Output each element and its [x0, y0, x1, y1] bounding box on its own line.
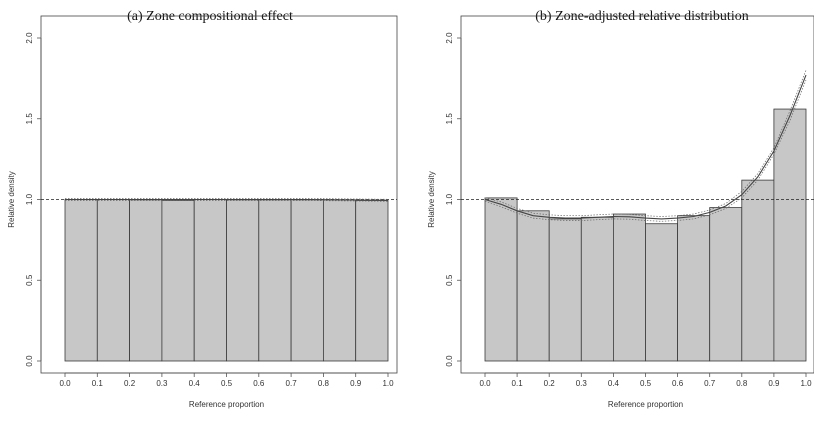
- x-tick-label: 0.1: [92, 379, 104, 388]
- histogram-bar: [226, 199, 260, 362]
- histogram-bar: [645, 223, 678, 362]
- x-tick-label: 0.8: [318, 379, 330, 388]
- x-tick-label: 0.6: [672, 379, 684, 388]
- x-tick-label: 0.9: [350, 379, 362, 388]
- x-axis-title: Reference proportion: [189, 400, 264, 409]
- x-tick-label: 0.9: [768, 379, 780, 388]
- histogram-bar: [193, 199, 227, 362]
- histogram-bar: [290, 199, 324, 362]
- histogram-bar: [773, 108, 807, 362]
- x-tick-label: 0.2: [544, 379, 556, 388]
- y-tick-label: 0.0: [445, 355, 454, 367]
- y-tick-label: 2.0: [25, 32, 34, 44]
- y-tick-label: 0.0: [25, 355, 34, 367]
- x-tick-label: 0.3: [576, 379, 588, 388]
- y-axis-title: Relative density: [427, 171, 436, 227]
- histogram-bar: [64, 199, 98, 362]
- histogram-bar: [96, 199, 131, 362]
- histogram-bar: [161, 200, 195, 362]
- x-tick-label: 0.8: [736, 379, 748, 388]
- histogram-bar: [258, 199, 292, 362]
- x-tick-label: 0.0: [59, 379, 71, 388]
- y-tick-label: 0.5: [445, 274, 454, 286]
- y-tick-label: 1.0: [445, 193, 454, 205]
- histogram-bar: [580, 216, 614, 362]
- histogram-bar: [484, 197, 518, 362]
- x-tick-label: 0.6: [253, 379, 265, 388]
- histogram-bar: [741, 179, 775, 362]
- histogram-bar: [548, 218, 582, 362]
- panel-b: (b) Zone-adjusted relative distribution 0…: [427, 9, 814, 409]
- x-tick-label: 0.0: [479, 379, 491, 388]
- upper-confidence-band: [484, 70, 807, 217]
- x-tick-label: 0.7: [286, 379, 298, 388]
- x-axis-title: Reference proportion: [608, 400, 683, 409]
- x-tick-label: 0.4: [608, 379, 620, 388]
- x-tick-label: 0.2: [124, 379, 136, 388]
- x-tick-label: 0.5: [640, 379, 652, 388]
- histogram-bar: [709, 207, 743, 362]
- y-axis-title: Relative density: [7, 171, 16, 227]
- histogram-bar: [129, 199, 163, 362]
- x-tick-label: 0.5: [221, 379, 233, 388]
- x-tick-label: 0.4: [189, 379, 201, 388]
- x-tick-label: 0.7: [704, 379, 716, 388]
- y-tick-label: 2.0: [445, 32, 454, 44]
- y-tick-label: 1.5: [25, 113, 34, 125]
- smoothed-density-line: [65, 198, 389, 201]
- y-tick-label: 1.0: [25, 193, 34, 205]
- plot-frame: [40, 15, 398, 374]
- y-tick-label: 1.5: [445, 113, 454, 125]
- x-tick-label: 1.0: [382, 379, 394, 388]
- histogram-bar: [677, 215, 711, 362]
- histogram-bar: [322, 199, 357, 362]
- y-tick-label: 0.5: [25, 274, 34, 286]
- chart-title: (a) Zone compositional effect: [127, 9, 293, 24]
- plot-frame: [460, 15, 814, 374]
- smoothed-density-line: [484, 74, 807, 220]
- chart-title: (b) Zone-adjusted relative distribution: [535, 9, 748, 24]
- x-tick-label: 0.3: [156, 379, 168, 388]
- x-tick-label: 0.1: [512, 379, 524, 388]
- x-tick-label: 1.0: [800, 379, 812, 388]
- histogram-bar: [613, 213, 646, 362]
- histogram-bar: [516, 210, 550, 362]
- panel-a: (a) Zone compositional effect 0.0 0.5 1.0 1.…: [7, 9, 398, 409]
- histogram-bar: [355, 200, 389, 362]
